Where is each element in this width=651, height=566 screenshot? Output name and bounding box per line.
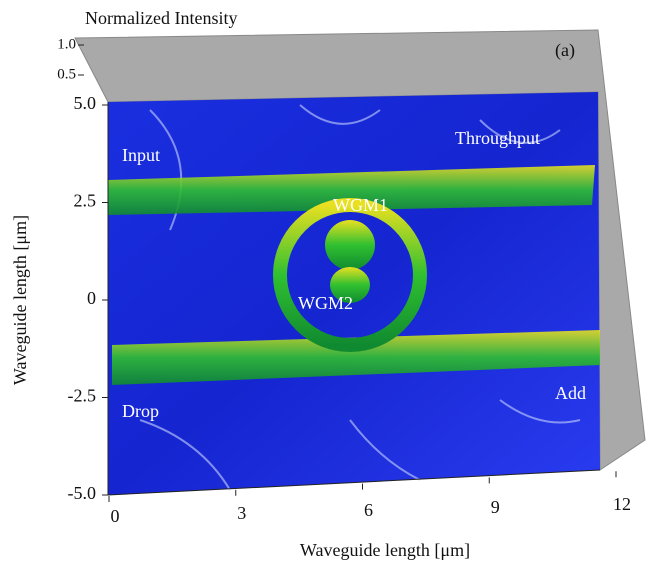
y-axis-label: Waveguide length [μm]	[10, 215, 30, 385]
y-tick-label: -2.5	[68, 386, 97, 406]
z-tick-label: 1.0	[57, 36, 76, 52]
y-tick-label: 0	[87, 288, 96, 308]
x-tick-label: 6	[364, 500, 373, 520]
x-tick-label: 9	[491, 497, 500, 517]
input-waveguide	[108, 165, 595, 215]
y-tick-label: -5.0	[68, 483, 97, 503]
y-tick-label: 2.5	[74, 191, 97, 211]
annotation: Add	[555, 383, 586, 403]
annotation: Throughput	[455, 128, 540, 148]
annotation: WGM2	[298, 293, 353, 313]
wgm-peak	[325, 220, 375, 270]
annotation: Input	[122, 145, 160, 165]
chart-title: Normalized Intensity	[85, 8, 237, 28]
z-tick-label: 0.5	[57, 66, 76, 82]
surface-texture	[139, 104, 581, 491]
x-tick-label: 0	[111, 506, 120, 526]
drop-waveguide	[112, 330, 600, 385]
annotation: WGM1	[333, 195, 388, 215]
annotation: (a)	[555, 40, 575, 61]
ring	[273, 198, 427, 352]
y-tick-label: 5.0	[74, 93, 97, 113]
wgm-peak	[330, 267, 370, 303]
annotation: Drop	[122, 401, 159, 421]
x-axis-label: Waveguide length [μm]	[300, 540, 470, 560]
x-tick-label: 12	[613, 494, 631, 514]
x-tick-label: 3	[237, 503, 246, 523]
x-axis	[107, 469, 601, 496]
